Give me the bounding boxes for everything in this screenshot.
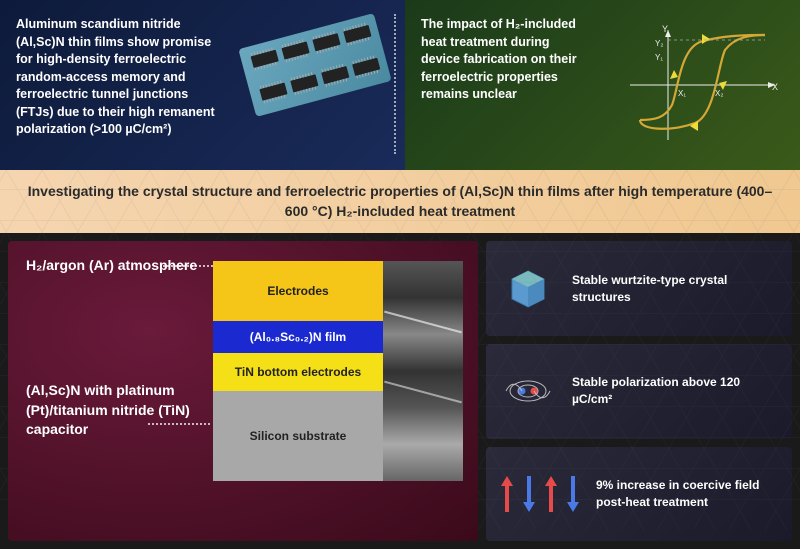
layer-film-label: (Al₀.₈Sc₀.₂)N film [250, 330, 346, 344]
bottom-section: H₂/argon (Ar) atmosphere (Al,Sc)N with p… [0, 233, 800, 549]
card-crystal-text: Stable wurtzite-type crystal structures [572, 272, 778, 306]
top-section: Aluminum scandium nitride (Al,Sc)N thin … [0, 0, 800, 170]
layer-tin-label: TiN bottom electrodes [235, 365, 361, 379]
tem-image-strip [383, 261, 463, 481]
layer-stack-diagram: Electrodes (Al₀.₈Sc₀.₂)N film TiN bottom… [213, 261, 463, 527]
banner: Investigating the crystal structure and … [0, 170, 800, 233]
card-crystal: Stable wurtzite-type crystal structures [486, 241, 792, 336]
dotted-connector-1 [163, 265, 213, 267]
dotted-connector-2 [148, 423, 210, 425]
chip-board [238, 13, 391, 117]
card-polarization: Stable polarization above 120 µC/cm² [486, 344, 792, 439]
layer-electrodes: Electrodes [213, 261, 383, 321]
svg-text:Y: Y [662, 24, 668, 34]
arrows-icon [500, 466, 580, 522]
card-coercive: 9% increase in coercive field post-heat … [486, 447, 792, 542]
layer-tin: TiN bottom electrodes [213, 353, 383, 391]
svg-text:Y₂: Y₂ [655, 39, 663, 48]
top-right-panel: The impact of H₂-included heat treatment… [405, 0, 800, 170]
svg-text:X: X [772, 82, 778, 92]
svg-text:Y₁: Y₁ [655, 53, 663, 62]
chip-illustration [238, 13, 391, 117]
cube-icon [500, 261, 556, 317]
banner-text: Investigating the crystal structure and … [28, 183, 773, 219]
bottom-right-column: Stable wurtzite-type crystal structures … [486, 241, 792, 541]
svg-text:X₁: X₁ [678, 89, 686, 98]
hysteresis-graph: X Y Y₂ Y₁ X₁ X₂ [620, 20, 780, 150]
polarization-icon [500, 363, 556, 419]
top-right-text: The impact of H₂-included heat treatment… [421, 16, 591, 104]
bottom-left-panel: H₂/argon (Ar) atmosphere (Al,Sc)N with p… [8, 241, 478, 541]
top-left-panel: Aluminum scandium nitride (Al,Sc)N thin … [0, 0, 405, 170]
layer-substrate-label: Silicon substrate [250, 429, 347, 443]
top-left-text: Aluminum scandium nitride (Al,Sc)N thin … [16, 16, 226, 139]
capacitor-label: (Al,Sc)N with platinum (Pt)/titanium nit… [26, 381, 196, 440]
card-polarization-text: Stable polarization above 120 µC/cm² [572, 374, 778, 408]
card-coercive-text: 9% increase in coercive field post-heat … [596, 477, 778, 511]
layer-substrate: Silicon substrate [213, 391, 383, 481]
layer-electrodes-label: Electrodes [267, 284, 328, 298]
vertical-divider [394, 14, 396, 154]
layer-film: (Al₀.₈Sc₀.₂)N film [213, 321, 383, 353]
svg-text:X₂: X₂ [715, 89, 723, 98]
